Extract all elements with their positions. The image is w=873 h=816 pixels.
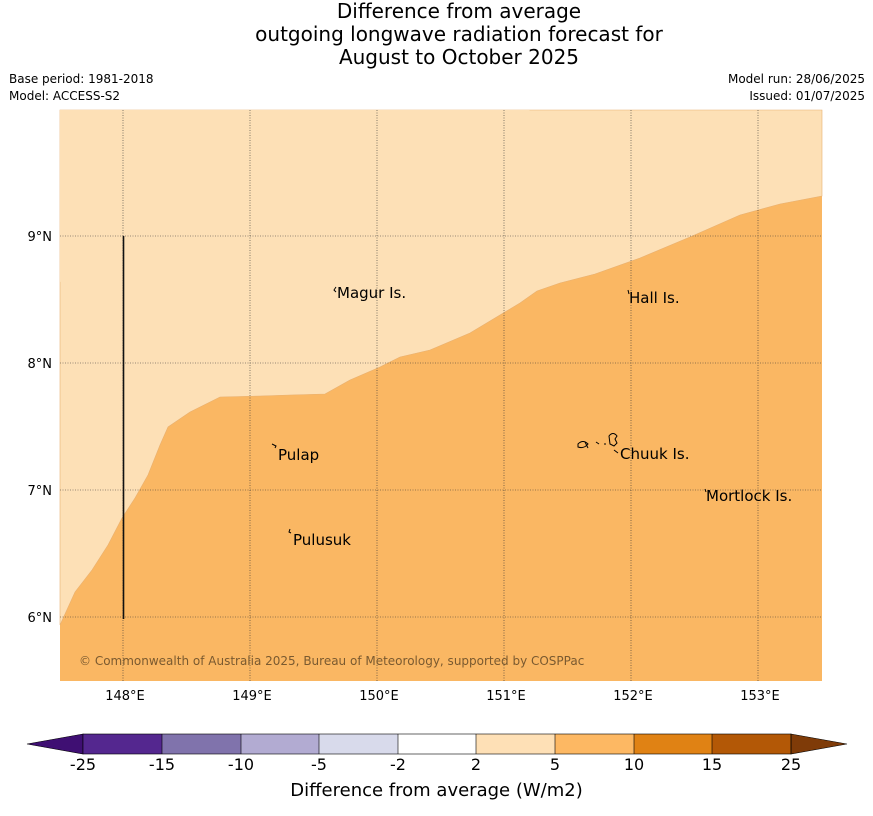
island-magur	[333, 286, 337, 293]
title-line-3: August to October 2025	[338, 45, 580, 69]
colorbar-segment	[162, 734, 241, 754]
lon-tick-label: 153°E	[740, 689, 780, 704]
island-pulusuk	[288, 528, 292, 534]
colorbar-dividers	[161, 734, 713, 754]
meta-left: Base period: 1981-2018 Model: ACCESS-S2	[9, 71, 154, 105]
colorbar-label: -5	[311, 755, 327, 774]
lon-tick-label: 148°E	[105, 689, 145, 704]
base-period: Base period: 1981-2018	[9, 72, 154, 86]
colorbar-label: 25	[780, 755, 802, 774]
anomaly-region-5-10-top	[60, 110, 530, 282]
colorbar-segment	[319, 734, 398, 754]
island-hall	[627, 289, 630, 295]
map-panel	[59, 109, 823, 681]
lon-tick-label: 152°E	[613, 689, 653, 704]
colorbar-label: -10	[227, 755, 255, 774]
colorbar-outline	[82, 733, 792, 755]
place-label: Hall Is.	[629, 289, 680, 307]
anomaly-region-2-5	[59, 109, 823, 626]
place-label: Pulusuk	[293, 531, 351, 549]
colorbar-title: Difference from average (W/m2)	[290, 780, 583, 801]
place-label: Chuuk Is.	[620, 445, 689, 463]
title-line-1: Difference from average	[336, 0, 582, 23]
model-run: Model run: 28/06/2025	[727, 72, 865, 86]
place-label: Pulap	[278, 446, 319, 464]
colorbar-label: 2	[470, 755, 482, 774]
model-name: Model: ACCESS-S2	[9, 89, 121, 103]
lat-tick-label: 6°N	[28, 611, 53, 626]
colorbar-label: 15	[701, 755, 723, 774]
lon-tick-label: 149°E	[232, 689, 272, 704]
lat-tick-label: 7°N	[28, 484, 53, 499]
map-title: Difference from average outgoing longwav…	[0, 0, 873, 69]
lat-tick-label: 9°N	[28, 230, 53, 245]
colorbar-arrow-low	[26, 733, 84, 755]
colorbar-segment	[555, 734, 634, 754]
copyright-text: © Commonwealth of Australia 2025, Bureau…	[79, 654, 584, 668]
colorbar-segment	[476, 734, 555, 754]
colorbar-segment	[398, 734, 476, 754]
lat-tick-labels: 9°N 8°N 7°N 6°N	[28, 230, 53, 626]
island-chuuk	[577, 433, 619, 454]
colorbar-label: -2	[390, 755, 406, 774]
lon-tick-label: 151°E	[486, 689, 526, 704]
place-label: Magur Is.	[337, 284, 406, 302]
colorbar-segment	[634, 734, 712, 754]
colorbar-label: -25	[69, 755, 97, 774]
lon-tick-label: 150°E	[359, 689, 399, 704]
colorbar-label: 5	[549, 755, 561, 774]
lon-tick-labels: 148°E 149°E 150°E 151°E 152°E 153°E	[105, 689, 780, 704]
colorbar	[26, 733, 848, 755]
islands	[271, 286, 707, 534]
colorbar-arrow-high	[790, 733, 848, 755]
lat-tick-label: 8°N	[28, 357, 53, 372]
colorbar-segment	[83, 734, 162, 754]
place-labels: Magur Is. Hall Is. Pulap Chuuk Is. Mortl…	[278, 284, 792, 549]
colorbar-segment	[241, 734, 319, 754]
colorbar-label: 10	[623, 755, 645, 774]
title-line-2: outgoing longwave radiation forecast for	[255, 22, 663, 46]
colorbar-label: -15	[148, 755, 176, 774]
island-mortlock	[704, 488, 707, 493]
meta-right: Model run: 28/06/2025 Issued: 01/07/2025	[728, 71, 865, 105]
island-pulap	[271, 443, 277, 449]
place-label: Mortlock Is.	[706, 487, 792, 505]
issued-date: Issued: 01/07/2025	[749, 89, 865, 103]
colorbar-segment	[712, 734, 791, 754]
